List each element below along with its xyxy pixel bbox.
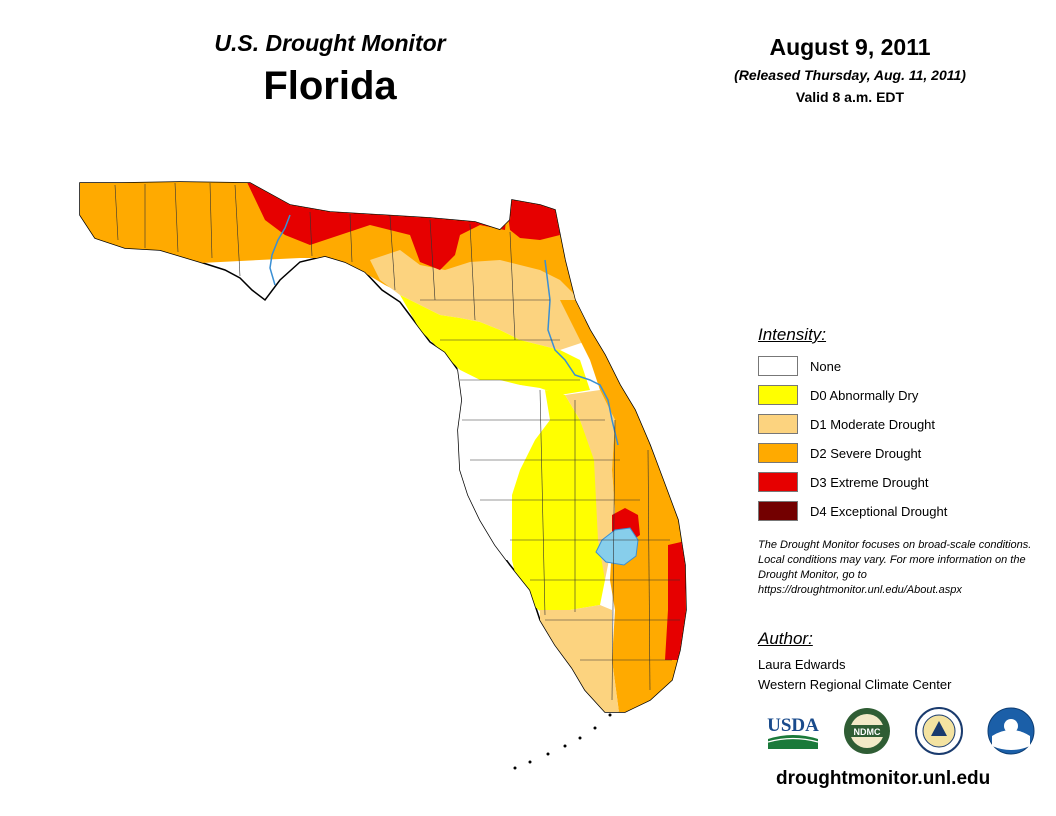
legend-label: D0 Abnormally Dry xyxy=(810,387,919,403)
author-org: Western Regional Climate Center xyxy=(758,677,952,692)
legend-swatch xyxy=(758,501,798,521)
legend-label: D1 Moderate Drought xyxy=(810,416,936,432)
legend-label: None xyxy=(810,358,842,374)
ndmc-logo: NDMC xyxy=(840,706,894,756)
map-title: Florida xyxy=(263,64,397,108)
d0-south-zone xyxy=(512,390,605,615)
legend-label: D4 Exceptional Drought xyxy=(810,503,948,519)
legend-swatch xyxy=(758,385,798,405)
legend-label: D2 Severe Drought xyxy=(810,445,922,461)
d0-north-zone xyxy=(400,295,590,395)
map-date: August 9, 2011 xyxy=(769,34,931,60)
disclaimer-note: The Drought Monitor focuses on broad-sca… xyxy=(758,539,1032,596)
svg-text:NDMC: NDMC xyxy=(854,727,881,737)
usda-logo: USDA xyxy=(766,706,820,756)
legend-swatch xyxy=(758,443,798,463)
legend-swatch xyxy=(758,472,798,492)
noaa-logo xyxy=(984,706,1038,756)
lake-okeechobee xyxy=(595,527,639,566)
commerce-seal-logo xyxy=(912,706,966,756)
map-subtitle: U.S. Drought Monitor xyxy=(214,30,446,56)
website-link[interactable]: droughtmonitor.unl.edu xyxy=(776,768,991,789)
county-lines xyxy=(114,182,680,701)
legend-item-d0: D0 Abnormally Dry xyxy=(758,384,918,406)
svg-text:USDA: USDA xyxy=(767,715,819,736)
d1-central-zone xyxy=(565,390,615,580)
legend-title: Intensity: xyxy=(758,325,827,344)
author-name: Laura Edwards xyxy=(758,657,846,672)
legend-item-d4: D4 Exceptional Drought xyxy=(758,500,947,522)
florida-keys xyxy=(513,713,612,770)
legend-swatch xyxy=(758,414,798,434)
legend-label: D3 Extreme Drought xyxy=(810,474,929,490)
legend-swatch xyxy=(758,356,798,376)
author-title: Author: xyxy=(758,629,813,648)
legend-item-d3: D3 Extreme Drought xyxy=(758,471,929,493)
d1-south-zone xyxy=(540,605,620,712)
valid-time: Valid 8 a.m. EDT xyxy=(795,89,905,105)
legend-item-d1: D1 Moderate Drought xyxy=(758,413,935,435)
release-date: (Released Thursday, Aug. 11, 2011) xyxy=(734,67,966,83)
legend-item-none: None xyxy=(758,355,841,377)
st-johns-river xyxy=(544,259,619,446)
apalachicola-river xyxy=(269,214,291,286)
legend-item-d2: D2 Severe Drought xyxy=(758,442,921,464)
